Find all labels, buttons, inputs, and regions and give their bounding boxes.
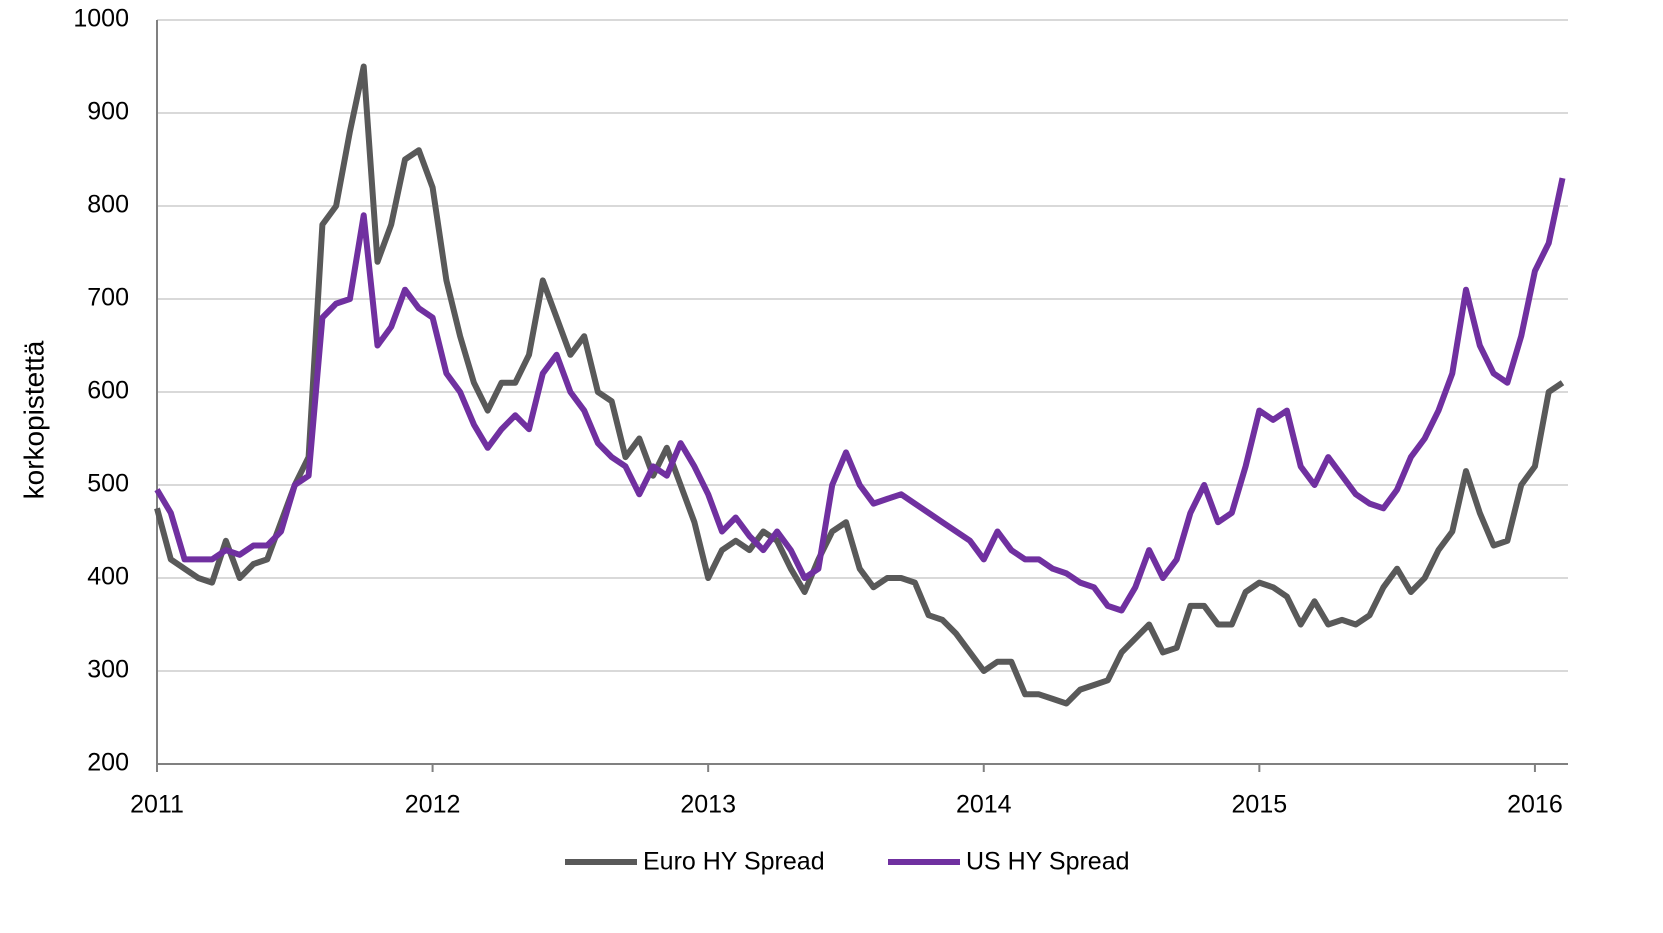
- y-tick-label: 200: [87, 749, 129, 777]
- y-tick-label: 800: [87, 191, 129, 219]
- y-tick-label: 300: [87, 656, 129, 684]
- x-tick-label: 2011: [130, 791, 184, 819]
- y-axis-label: korkopistettä: [18, 340, 49, 499]
- legend-label: US HY Spread: [966, 848, 1130, 876]
- y-tick-label: 1000: [73, 5, 129, 33]
- x-tick-label: 2016: [1507, 791, 1563, 819]
- x-tick-label: 2015: [1232, 791, 1288, 819]
- y-tick-label: 400: [87, 563, 129, 591]
- y-tick-label: 700: [87, 284, 129, 312]
- y-tick-label: 900: [87, 98, 129, 126]
- x-tick-label: 2014: [956, 791, 1012, 819]
- y-tick-label: 500: [87, 470, 129, 498]
- y-tick-label: 600: [87, 377, 129, 405]
- x-tick-label: 2012: [405, 791, 461, 819]
- x-tick-label: 2013: [680, 791, 736, 819]
- series-line: [154, 63, 1565, 707]
- series-line: [154, 177, 1566, 614]
- legend-label: Euro HY Spread: [643, 848, 825, 876]
